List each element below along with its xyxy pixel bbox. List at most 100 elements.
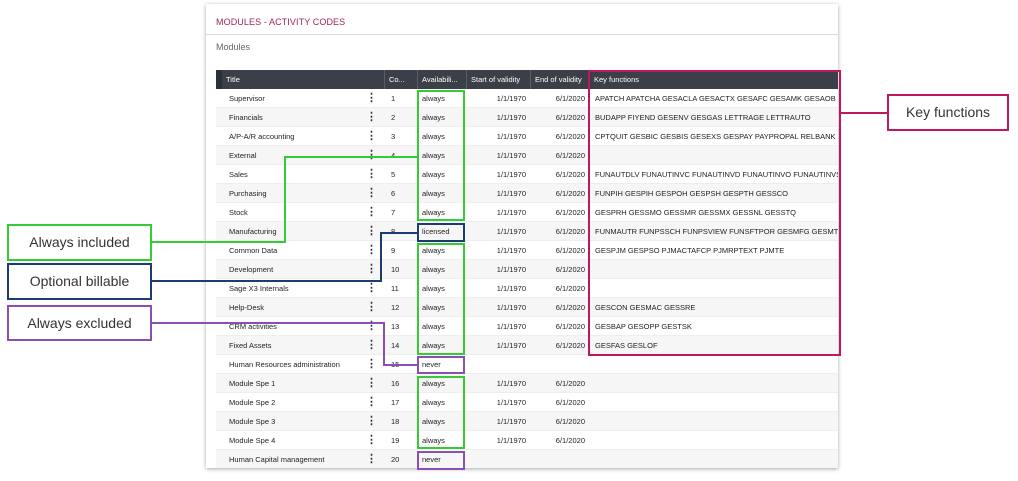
cell-key-functions bbox=[595, 355, 838, 374]
row-menu-icon[interactable]: ⋮ bbox=[366, 320, 376, 332]
cell-code: 16 bbox=[391, 379, 400, 388]
table-row[interactable]: Sales ⋮ 5 always 1/1/1970 6/1/2020 FUNAUTDLV F… bbox=[216, 165, 838, 184]
table-row[interactable]: Stock ⋮ 7 always 1/1/1970 6/1/2020 GESPRH GESS… bbox=[216, 203, 838, 222]
table-row[interactable]: A/P-A/R accounting ⋮ 3 always 1/1/1970 6/1/20… bbox=[216, 127, 838, 146]
cell-end-validity: 6/1/2020 bbox=[555, 398, 585, 407]
row-menu-icon[interactable]: ⋮ bbox=[366, 187, 376, 199]
cell-title: Financials bbox=[229, 113, 263, 122]
cell-end-validity: 6/1/2020 bbox=[555, 284, 585, 293]
cell-code: 11 bbox=[391, 284, 399, 293]
cell-start-validity: 1/1/1970 bbox=[496, 170, 526, 179]
cell-key-functions: FUNPIH GESPIH GESPOH GESPSH GESPTH GESSC… bbox=[595, 189, 788, 198]
modules-table: Title Co... Availabili... Start of valid… bbox=[216, 70, 838, 468]
row-menu-icon[interactable]: ⋮ bbox=[366, 92, 376, 104]
table-row[interactable]: Module Spe 3 ⋮ 18 always 1/1/1970 6/1/2020 bbox=[216, 412, 838, 431]
cell-end-validity: 6/1/2020 bbox=[555, 151, 585, 160]
table-row[interactable]: Development ⋮ 10 always 1/1/1970 6/1/2020 bbox=[216, 260, 838, 279]
table-row[interactable]: External ⋮ 4 always 1/1/1970 6/1/2020 bbox=[216, 146, 838, 165]
cell-availability: licensed bbox=[422, 227, 450, 236]
table-row[interactable]: CRM activities ⋮ 13 always 1/1/1970 6/1/2020 G… bbox=[216, 317, 838, 336]
cell-title: Stock bbox=[229, 208, 248, 217]
cell-code: 9 bbox=[391, 246, 396, 255]
cell-key-functions: GESFAS GESLOF bbox=[595, 341, 658, 350]
row-menu-icon[interactable]: ⋮ bbox=[366, 453, 376, 465]
table-row[interactable]: Module Spe 2 ⋮ 17 always 1/1/1970 6/1/2020 bbox=[216, 393, 838, 412]
row-menu-icon[interactable]: ⋮ bbox=[366, 206, 376, 218]
table-row[interactable]: Purchasing ⋮ 6 always 1/1/1970 6/1/2020 FUNPIH… bbox=[216, 184, 838, 203]
optional-billable-connector-h1 bbox=[152, 280, 381, 282]
cell-start-validity: 1/1/1970 bbox=[496, 246, 526, 255]
table-row[interactable]: Module Spe 1 ⋮ 16 always 1/1/1970 6/1/2020 bbox=[216, 374, 838, 393]
table-row[interactable]: Help-Desk ⋮ 12 always 1/1/1970 6/1/2020 GESCON… bbox=[216, 298, 838, 317]
cell-start-validity: 1/1/1970 bbox=[496, 341, 526, 350]
cell-end-validity: 6/1/2020 bbox=[555, 246, 585, 255]
row-menu-icon[interactable]: ⋮ bbox=[366, 168, 376, 180]
cell-key-functions bbox=[595, 393, 838, 412]
cell-end-validity: 6/1/2020 bbox=[555, 417, 585, 426]
cell-start-validity: 1/1/1970 bbox=[496, 208, 526, 217]
cell-code: 12 bbox=[391, 303, 400, 312]
row-menu-icon[interactable]: ⋮ bbox=[366, 225, 376, 237]
row-menu-icon[interactable]: ⋮ bbox=[366, 130, 376, 142]
table-row[interactable]: Human Capital management ⋮ 20 never bbox=[216, 450, 838, 468]
cell-start-validity: 1/1/1970 bbox=[496, 303, 526, 312]
column-header-title[interactable]: Title bbox=[226, 75, 240, 84]
row-menu-icon[interactable]: ⋮ bbox=[366, 358, 376, 370]
cell-start-validity: 1/1/1970 bbox=[496, 398, 526, 407]
cell-title: Manufacturing bbox=[229, 227, 277, 236]
cell-code: 1 bbox=[391, 94, 396, 103]
row-menu-icon[interactable]: ⋮ bbox=[366, 301, 376, 313]
cell-availability: never bbox=[422, 360, 441, 369]
row-menu-icon[interactable]: ⋮ bbox=[366, 415, 376, 427]
table-row[interactable]: Financials ⋮ 2 always 1/1/1970 6/1/2020 BUDAPP… bbox=[216, 108, 838, 127]
cell-availability: always bbox=[422, 246, 445, 255]
table-row[interactable]: Supervisor ⋮ 1 always 1/1/1970 6/1/2020 APATCH… bbox=[216, 89, 838, 108]
cell-availability: always bbox=[422, 436, 445, 445]
cell-availability: always bbox=[422, 113, 445, 122]
table-row[interactable]: Fixed Assets ⋮ 14 always 1/1/1970 6/1/2020 GES… bbox=[216, 336, 838, 355]
cell-start-validity: 1/1/1970 bbox=[496, 379, 526, 388]
section-label: Modules bbox=[216, 42, 251, 52]
column-header-key-functions[interactable]: Key functions bbox=[589, 70, 838, 89]
cell-end-validity: 6/1/2020 bbox=[555, 303, 585, 312]
cell-availability: always bbox=[422, 341, 445, 350]
cell-availability: never bbox=[422, 455, 441, 464]
key-functions-connector bbox=[841, 112, 887, 114]
cell-start-validity: 1/1/1970 bbox=[496, 265, 526, 274]
row-menu-icon[interactable]: ⋮ bbox=[366, 282, 376, 294]
row-menu-icon[interactable]: ⋮ bbox=[366, 111, 376, 123]
column-header-start-validity[interactable]: Start of validity bbox=[466, 70, 530, 89]
cell-title: Human Capital management bbox=[229, 455, 325, 464]
always-included-connector-h1 bbox=[152, 241, 285, 243]
row-menu-icon[interactable]: ⋮ bbox=[366, 244, 376, 256]
row-menu-icon[interactable]: ⋮ bbox=[366, 434, 376, 446]
cell-key-functions bbox=[595, 146, 838, 165]
callout-always-excluded: Always excluded bbox=[7, 305, 152, 341]
column-header-code[interactable]: Co... bbox=[384, 70, 417, 89]
table-row[interactable]: Sage X3 Internals ⋮ 11 always 1/1/1970 6/1/20… bbox=[216, 279, 838, 298]
row-menu-icon[interactable]: ⋮ bbox=[366, 377, 376, 389]
cell-end-validity: 6/1/2020 bbox=[555, 94, 585, 103]
row-menu-icon[interactable]: ⋮ bbox=[366, 149, 376, 161]
cell-availability: always bbox=[422, 284, 445, 293]
always-included-connector-v bbox=[284, 156, 286, 243]
row-menu-icon[interactable]: ⋮ bbox=[366, 339, 376, 351]
row-menu-icon[interactable]: ⋮ bbox=[366, 396, 376, 408]
cell-code: 18 bbox=[391, 417, 400, 426]
cell-end-validity: 6/1/2020 bbox=[555, 170, 585, 179]
cell-availability: always bbox=[422, 265, 445, 274]
cell-availability: always bbox=[422, 151, 445, 160]
column-header-end-validity[interactable]: End of validity bbox=[530, 70, 589, 89]
cell-start-validity bbox=[468, 355, 526, 374]
table-row[interactable]: Module Spe 4 ⋮ 19 always 1/1/1970 6/1/2020 bbox=[216, 431, 838, 450]
optional-billable-connector-v bbox=[380, 232, 382, 282]
cell-title: Module Spe 1 bbox=[229, 379, 276, 388]
table-row[interactable]: Human Resources administration⋮15never bbox=[216, 355, 838, 374]
cell-end-validity: 6/1/2020 bbox=[555, 436, 585, 445]
table-row[interactable]: Common Data ⋮ 9 always 1/1/1970 6/1/2020 GESPJ… bbox=[216, 241, 838, 260]
cell-key-functions: BUDAPP FIYEND GESENV GESGAS LETTRAGE LET… bbox=[595, 113, 811, 122]
cell-title: Module Spe 3 bbox=[229, 417, 276, 426]
column-header-availability[interactable]: Availabili... bbox=[417, 70, 466, 89]
row-menu-icon[interactable]: ⋮ bbox=[366, 263, 376, 275]
table-row[interactable]: Manufacturing ⋮ 8 licensed 1/1/1970 6/1/2020 F… bbox=[216, 222, 838, 241]
